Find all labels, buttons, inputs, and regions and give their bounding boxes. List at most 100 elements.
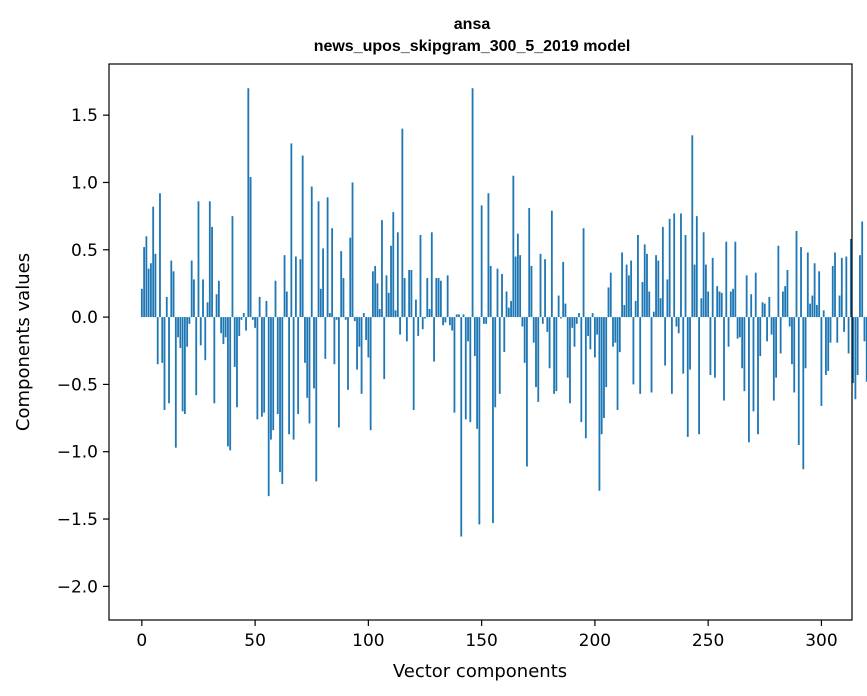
bar-component-265: [741, 317, 744, 369]
bar-component-229: [659, 298, 662, 318]
bar-component-222: [643, 244, 646, 318]
bar-component-68: [294, 256, 297, 318]
bar-component-220: [639, 317, 642, 394]
bar-component-240: [684, 234, 687, 318]
bar-component-120: [412, 317, 415, 410]
bar-component-199: [591, 313, 594, 318]
bar-component-164: [512, 175, 515, 318]
bar-component-196: [584, 317, 587, 439]
bar-component-223: [646, 253, 648, 318]
bar-component-256: [720, 292, 723, 318]
bar-component-285: [786, 269, 789, 318]
bar-component-77: [315, 317, 318, 482]
bar-component-249: [704, 264, 707, 318]
bar-component-157: [496, 268, 499, 318]
bar-component-259: [727, 317, 730, 347]
bar-component-235: [673, 213, 676, 318]
bar-component-313: [849, 239, 852, 318]
bar-component-55: [265, 300, 268, 318]
bar-component-54: [263, 317, 266, 413]
bar-component-86: [335, 317, 338, 320]
bar-component-101: [369, 317, 372, 431]
bar-component-92: [349, 237, 352, 318]
bar-component-22: [190, 260, 193, 318]
bar-component-110: [390, 245, 392, 318]
bar-component-133: [442, 317, 445, 326]
bar-component-296: [811, 295, 814, 318]
x-tick-label: 250: [692, 631, 724, 651]
bar-component-214: [625, 264, 628, 318]
bar-component-202: [598, 317, 601, 491]
bar-component-204: [603, 317, 605, 419]
y-tick-label: −1.0: [57, 443, 98, 463]
bar-component-52: [258, 296, 261, 318]
bar-component-93: [351, 182, 354, 318]
bar-component-211: [618, 317, 621, 353]
bar-component-75: [310, 186, 313, 318]
bar-component-31: [211, 226, 213, 318]
bar-component-247: [700, 298, 703, 318]
bar-component-98: [362, 313, 365, 318]
bar-component-287: [791, 317, 793, 365]
bar-component-238: [680, 213, 682, 318]
bar-component-232: [666, 279, 669, 318]
bar-component-291: [800, 247, 802, 318]
bar-component-269: [750, 294, 753, 318]
bar-component-282: [779, 317, 782, 354]
x-tick-label: 100: [352, 631, 384, 651]
bar-component-82: [326, 197, 329, 318]
bar-component-144: [467, 317, 469, 342]
bar-component-116: [403, 278, 406, 318]
bar-component-74: [308, 317, 311, 424]
bar-component-8: [159, 193, 161, 318]
bar-component-268: [748, 317, 750, 443]
bar-component-243: [691, 135, 694, 318]
bar-component-156: [494, 317, 497, 408]
bar-component-176: [539, 253, 542, 318]
bar-component-160: [503, 317, 506, 353]
y-tick-label: 1.5: [71, 106, 98, 126]
bar-component-9: [161, 317, 164, 363]
bar-component-281: [777, 245, 780, 318]
bar-component-56: [267, 317, 270, 497]
bar-component-142: [462, 314, 465, 318]
bar-component-43: [238, 317, 241, 336]
bar-component-24: [195, 317, 198, 396]
bar-component-66: [290, 143, 293, 318]
y-tick-label: −0.5: [57, 375, 98, 395]
bar-component-136: [449, 317, 451, 326]
bar-component-42: [236, 317, 238, 408]
bar-component-14: [172, 271, 175, 318]
bar-component-21: [188, 317, 191, 324]
bar-component-81: [324, 317, 327, 359]
bar-component-80: [322, 248, 324, 318]
x-axis-label: Vector components: [393, 661, 567, 682]
bar-component-228: [657, 260, 660, 318]
bar-component-4: [150, 263, 152, 318]
bar-component-299: [818, 271, 821, 318]
bar-component-236: [675, 317, 678, 327]
bar-component-153: [487, 193, 490, 318]
bar-component-99: [365, 317, 368, 340]
bar-component-167: [519, 255, 522, 318]
bar-component-184: [557, 295, 560, 318]
bar-component-316: [856, 317, 859, 375]
bar-component-129: [433, 317, 435, 362]
bar-component-308: [838, 295, 841, 318]
bar-component-302: [825, 317, 827, 375]
x-tick-label: 200: [579, 631, 611, 651]
x-axis-ticks: 0 50 100 150 200 250 300: [136, 620, 838, 651]
x-tick-label: 300: [805, 631, 837, 651]
bar-component-158: [498, 317, 501, 394]
bar-component-40: [231, 216, 234, 318]
bar-component-208: [612, 317, 614, 347]
y-tick-label: −1.5: [57, 510, 98, 530]
bar-component-246: [698, 317, 700, 435]
bar-component-61: [279, 317, 281, 472]
bar-component-23: [193, 279, 195, 318]
bar-component-121: [415, 299, 417, 318]
bar-component-314: [852, 317, 855, 384]
bar-component-106: [381, 220, 383, 318]
bar-component-79: [319, 288, 322, 318]
bar-component-173: [532, 317, 535, 343]
